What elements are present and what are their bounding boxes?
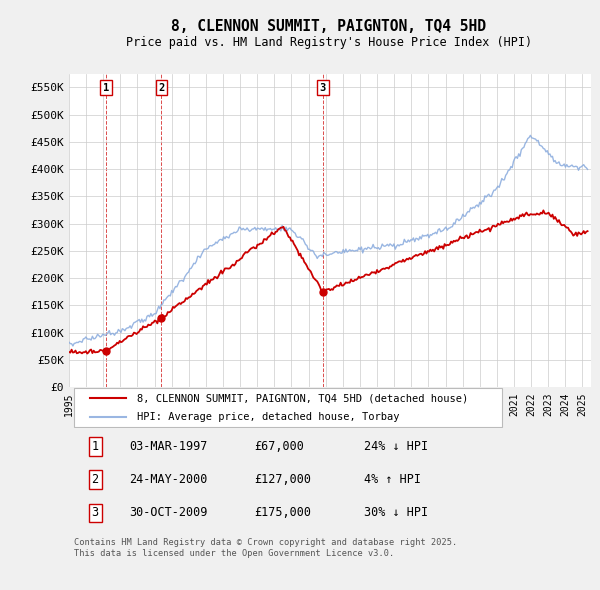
Text: 8, CLENNON SUMMIT, PAIGNTON, TQ4 5HD (detached house): 8, CLENNON SUMMIT, PAIGNTON, TQ4 5HD (de…	[137, 393, 468, 403]
Text: 8, CLENNON SUMMIT, PAIGNTON, TQ4 5HD: 8, CLENNON SUMMIT, PAIGNTON, TQ4 5HD	[172, 19, 487, 34]
Text: 30% ↓ HPI: 30% ↓ HPI	[364, 506, 428, 520]
Text: £127,000: £127,000	[254, 473, 311, 486]
Text: 1: 1	[103, 83, 109, 93]
Text: 30-OCT-2009: 30-OCT-2009	[129, 506, 208, 520]
Text: 24% ↓ HPI: 24% ↓ HPI	[364, 440, 428, 453]
Text: 3: 3	[92, 506, 98, 520]
Text: 3: 3	[320, 83, 326, 93]
Text: 2: 2	[158, 83, 164, 93]
Text: 2: 2	[92, 473, 98, 486]
Text: £67,000: £67,000	[254, 440, 304, 453]
FancyBboxPatch shape	[74, 388, 502, 427]
Text: Price paid vs. HM Land Registry's House Price Index (HPI): Price paid vs. HM Land Registry's House …	[126, 36, 532, 49]
Text: £175,000: £175,000	[254, 506, 311, 520]
Text: 03-MAR-1997: 03-MAR-1997	[129, 440, 208, 453]
Text: 4% ↑ HPI: 4% ↑ HPI	[364, 473, 421, 486]
Text: 1: 1	[92, 440, 98, 453]
Text: Contains HM Land Registry data © Crown copyright and database right 2025.
This d: Contains HM Land Registry data © Crown c…	[74, 538, 457, 558]
Text: HPI: Average price, detached house, Torbay: HPI: Average price, detached house, Torb…	[137, 412, 400, 422]
Text: 24-MAY-2000: 24-MAY-2000	[129, 473, 208, 486]
